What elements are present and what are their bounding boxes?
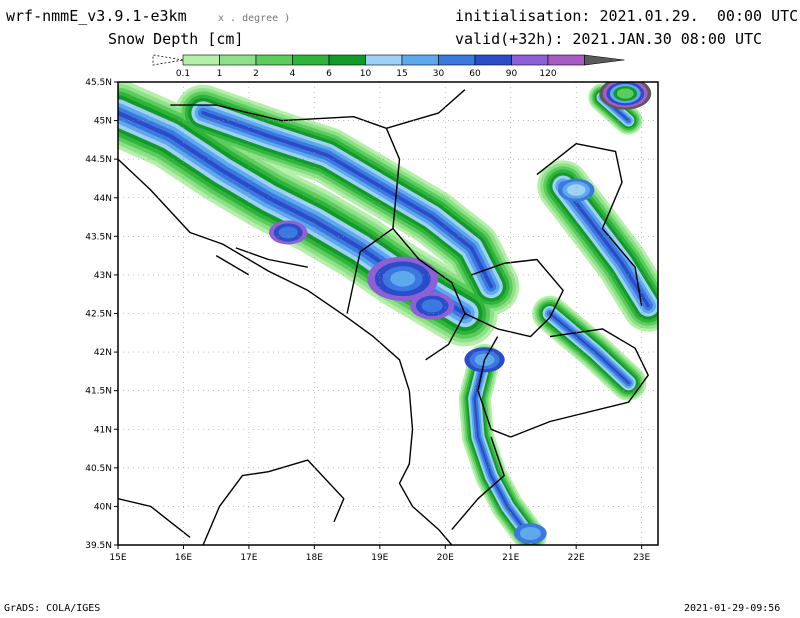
valid-time: valid(+32h): 2021.JAN.30 08:00 UTC [455, 30, 763, 48]
coastline [464, 258, 564, 338]
footer-timestamp: 2021-01-29-09:56 [684, 603, 781, 614]
grid-lines [118, 82, 658, 545]
lon-tick-label: 17E [240, 553, 257, 563]
legend-label: 2 [253, 69, 259, 79]
snow-blob [278, 226, 298, 239]
lat-tick-label: 42.5N [85, 310, 112, 320]
legend-high-triangle [584, 54, 625, 66]
coastline [118, 158, 453, 545]
coastline [536, 143, 643, 306]
legend-low-triangle [152, 54, 184, 66]
legend-label: 10 [360, 69, 372, 79]
lon-tick-label: 18E [306, 553, 323, 563]
legend-label: 6 [326, 69, 332, 79]
lat-tick-label: 40N [94, 502, 112, 512]
snow-blob [566, 184, 586, 196]
snow-blob [390, 270, 416, 287]
lon-tick-label: 21E [502, 553, 519, 563]
variable-title: Snow Depth [cm] [108, 30, 244, 48]
lon-tick-label: 20E [437, 553, 454, 563]
lat-tick-label: 44.5N [85, 155, 112, 165]
legend-label: 4 [290, 69, 296, 79]
coastline [235, 247, 308, 268]
snow-band [561, 184, 650, 308]
lat-tick-label: 42N [94, 348, 112, 358]
legend-label: 0.1 [176, 69, 190, 79]
lat-tick-label: 43N [94, 271, 112, 281]
snow-depth-map: 15E 16E 17E 18E 19E 20E 21E 22E 23E 45.5N 45N 44.5N… [85, 78, 659, 563]
legend-label: 60 [469, 69, 481, 79]
lat-tick-label: 43.5N [85, 232, 112, 242]
footer-credit: GrADS: COLA/IGES [4, 603, 101, 614]
snow-depth-field [118, 82, 658, 545]
coastline [118, 498, 191, 538]
coastline-borders [118, 89, 649, 545]
lon-tick-label: 16E [175, 553, 192, 563]
initialisation-time: initialisation: 2021.01.29. 00:00 UTC [455, 7, 799, 25]
snow-blob [616, 88, 634, 99]
legend-label: 1 [217, 69, 223, 79]
color-legend: 0.1 1 2 4 6 10 15 30 60 90 120 [152, 54, 625, 79]
coastline [215, 254, 250, 276]
coastline [386, 89, 466, 129]
coastline [392, 228, 466, 361]
legend-label: 120 [539, 69, 556, 79]
coastline [477, 328, 649, 438]
lat-tick-label: 44N [94, 194, 112, 204]
lon-tick-label: 22E [568, 553, 585, 563]
lat-tick-label: 41N [94, 425, 112, 435]
lon-tick-label: 19E [371, 553, 388, 563]
units-note: x . degree ) [218, 13, 291, 24]
legend-label: 30 [433, 69, 445, 79]
axis-labels: 15E 16E 17E 18E 19E 20E 21E 22E 23E 45.5N 45N 44.5N… [85, 78, 650, 563]
lat-tick-label: 45N [94, 117, 112, 127]
map-frame [117, 81, 659, 546]
snow-band [201, 111, 493, 289]
coastline [202, 459, 345, 545]
coastline [451, 436, 505, 531]
snow-band [548, 312, 630, 385]
snow-band [473, 358, 532, 539]
lat-tick-label: 40.5N [85, 464, 112, 474]
lat-tick-label: 45.5N [85, 78, 112, 88]
model-title: wrf-nmmE_v3.9.1-e3km [6, 7, 187, 25]
lat-tick-label: 41.5N [85, 387, 112, 397]
legend-label: 90 [506, 69, 518, 79]
lon-tick-label: 23E [633, 553, 650, 563]
snow-blob [519, 526, 541, 541]
lon-tick-label: 15E [109, 553, 126, 563]
snow-blob [421, 299, 443, 313]
legend-label: 15 [396, 69, 407, 79]
lat-tick-label: 39.5N [85, 541, 112, 551]
